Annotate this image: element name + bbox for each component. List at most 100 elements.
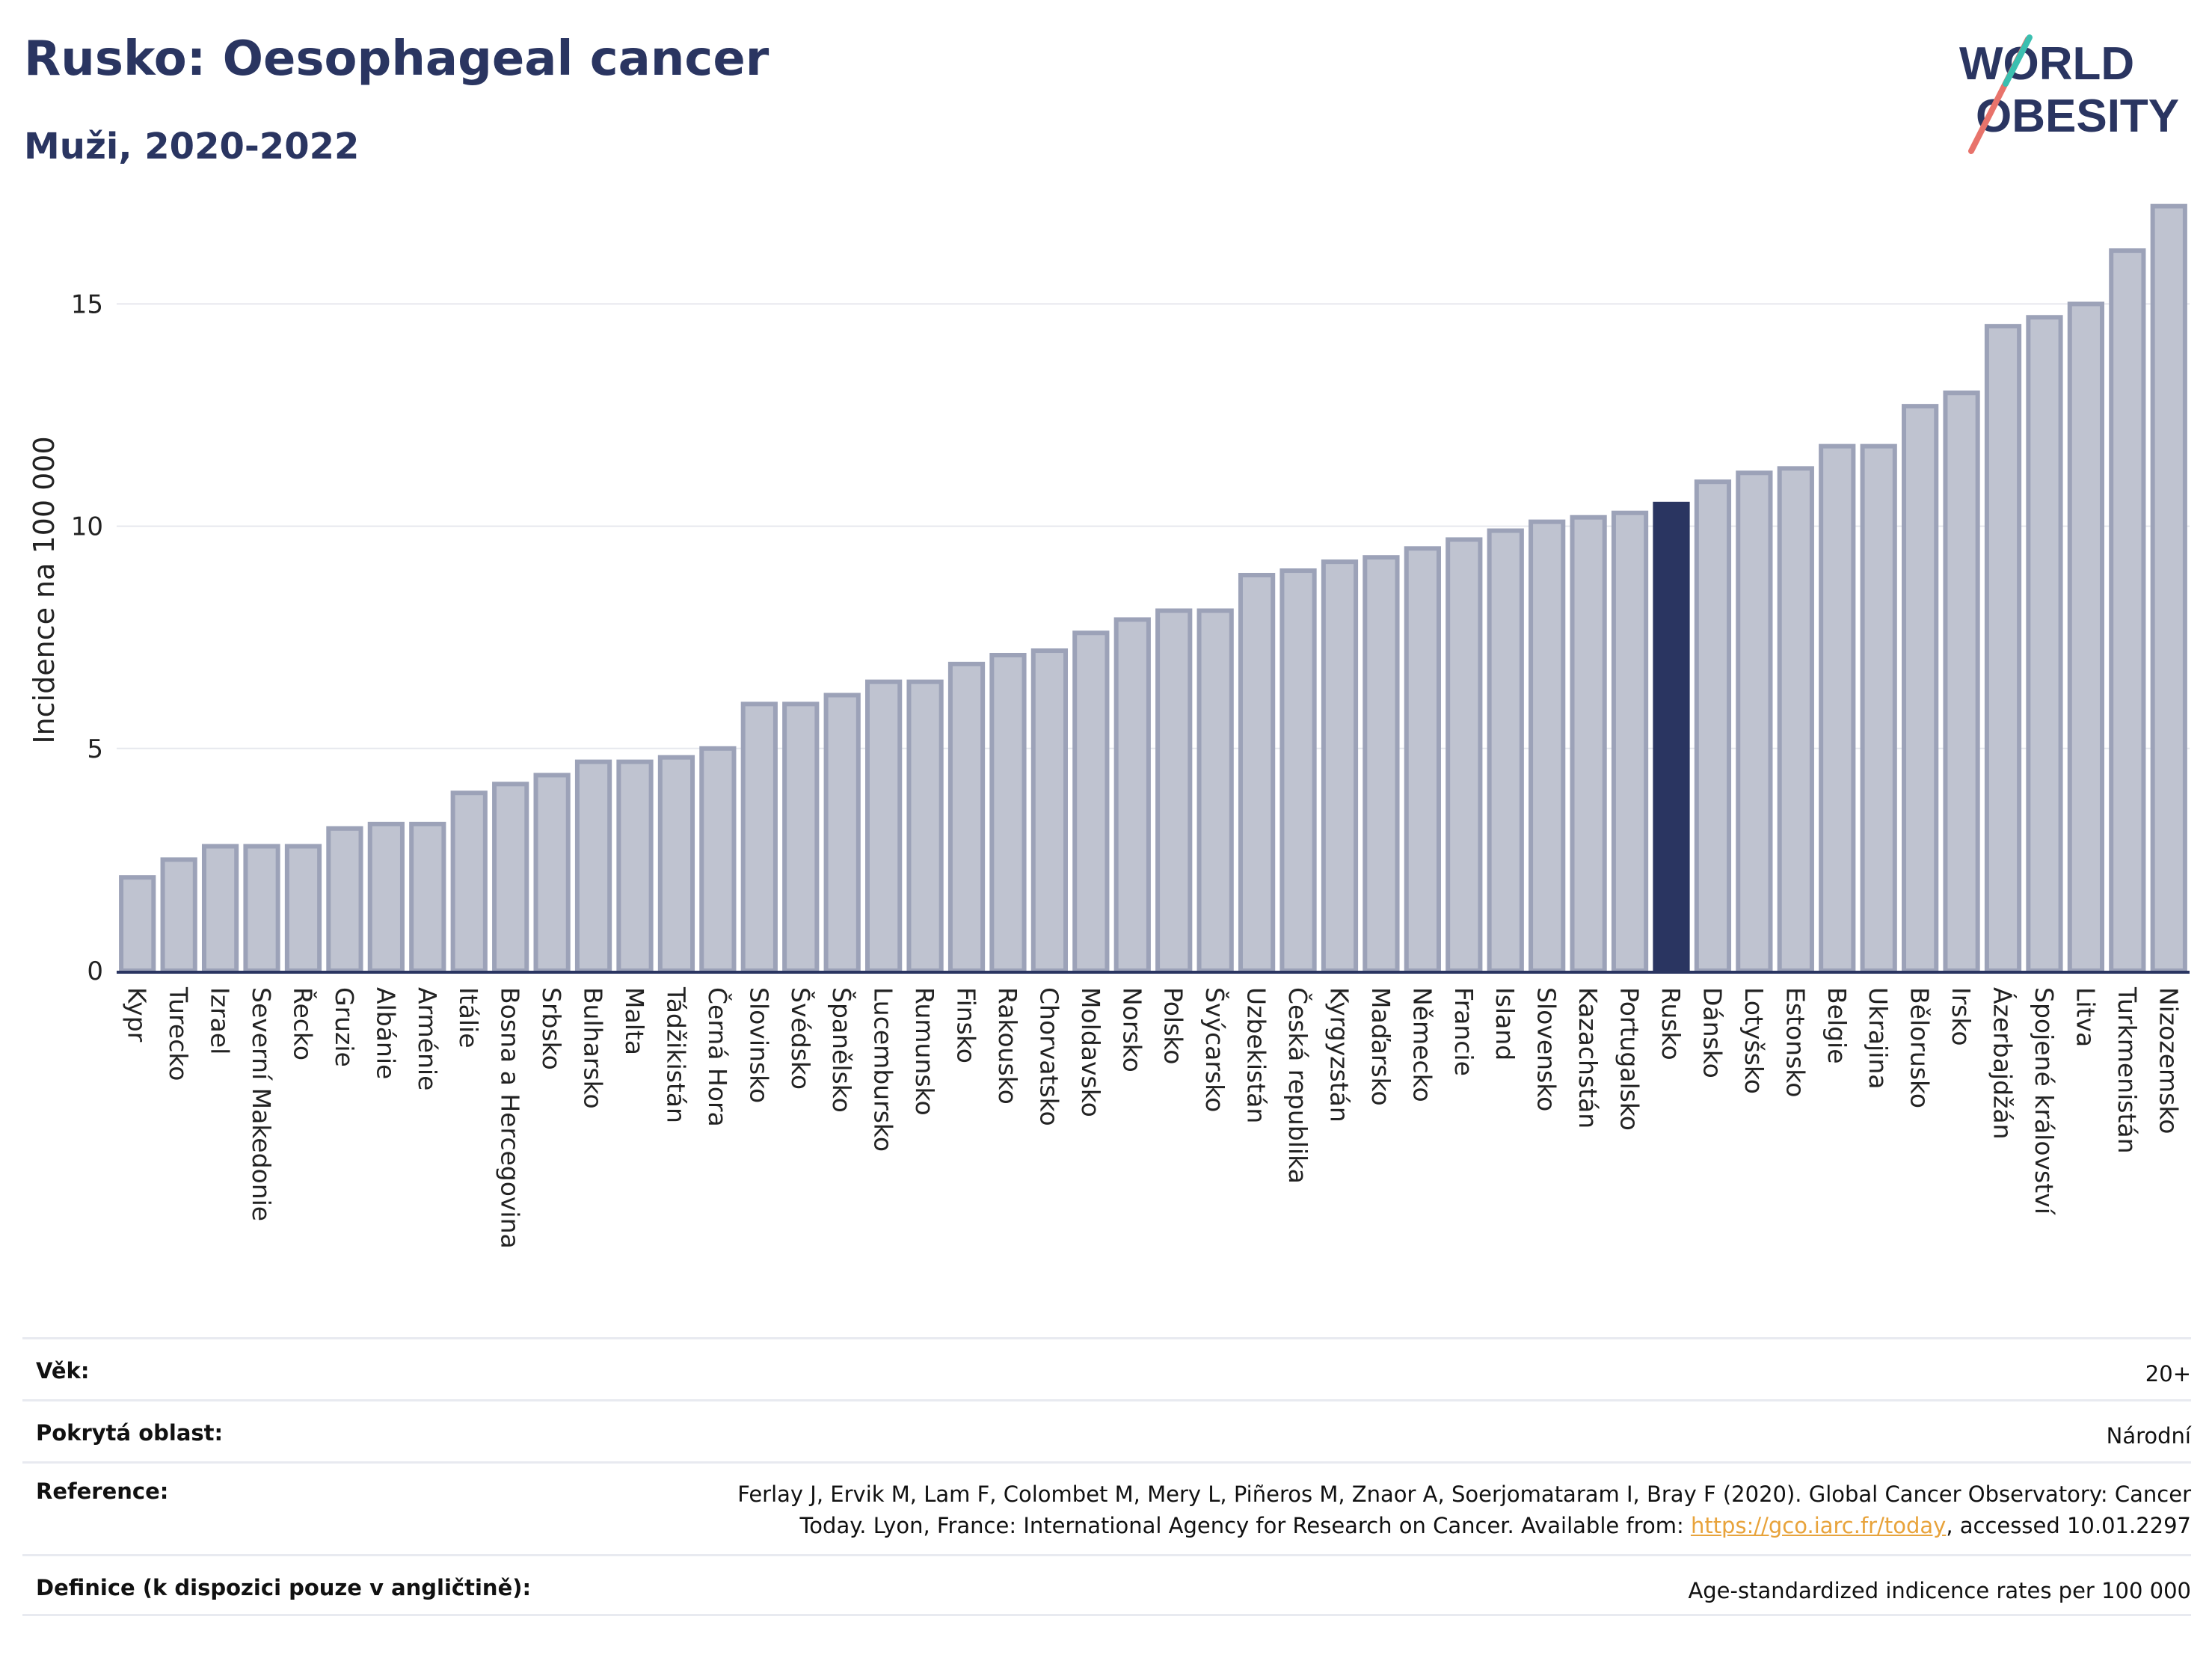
x-tick-label: Bosna a Hercegovina <box>496 987 525 1249</box>
x-tick-label: Slovensko <box>1532 987 1561 1111</box>
meta-row-area: Pokrytá oblast: Národní <box>22 1399 2191 1461</box>
bar <box>1072 630 1110 973</box>
bar <box>699 746 737 973</box>
bar <box>409 821 446 973</box>
x-tick-label: Chorvatsko <box>1034 987 1063 1126</box>
y-tick-label: 10 <box>71 512 103 542</box>
x-tick-label: Turkmenistán <box>2113 986 2142 1154</box>
bar <box>906 679 944 973</box>
x-tick-label: Tádžikistán <box>661 986 690 1123</box>
bar-chart: 0 5 10 15 Incidence na 100 000 Kypr Turecko Izr… <box>28 203 2190 1249</box>
bar <box>243 844 280 973</box>
x-tick-label: Finsko <box>952 987 981 1063</box>
x-tick-label: Bělorusko <box>1905 987 1935 1108</box>
x-tick-label: Malta <box>620 987 649 1055</box>
logo-line1: WORLD <box>1959 38 2134 90</box>
x-tick-label: Severní Makedonie <box>247 987 276 1221</box>
world-obesity-logo: WORLD OBESITY <box>1959 34 2179 154</box>
bar <box>450 790 488 973</box>
x-tick-label: Slovinsko <box>744 987 773 1103</box>
y-tick-label: 15 <box>71 289 103 319</box>
bar <box>1570 515 1607 973</box>
bar <box>1736 470 1773 973</box>
x-tick-label: Kyrgyzstán <box>1324 987 1354 1123</box>
meta-row-definition: Definice (k dispozici pouze v angličtině… <box>22 1554 2191 1616</box>
x-tick-label: Nizozemsko <box>2154 987 2183 1134</box>
x-tick-label: Řecko <box>288 987 318 1060</box>
bar <box>1984 324 2022 973</box>
x-tick-label: Německo <box>1407 987 1437 1102</box>
bar <box>1321 559 1359 973</box>
x-tick-label: Švýcarsko <box>1200 987 1230 1112</box>
bar <box>2109 248 2146 973</box>
bar <box>492 782 529 973</box>
x-tick-label: Izrael <box>206 987 235 1054</box>
bar <box>1694 479 1732 973</box>
bar <box>1487 528 1524 973</box>
bar <box>1860 443 1897 973</box>
meta-label-definition: Definice (k dispozici pouze v angličtině… <box>36 1575 532 1600</box>
y-axis-title: Incidence na 100 000 <box>28 436 61 743</box>
bar <box>1279 568 1317 973</box>
meta-row-age: Věk: 20+ <box>22 1337 2191 1399</box>
x-tick-label: Portugalsko <box>1615 987 1644 1131</box>
logo-line2: OBESITY <box>1976 90 2179 142</box>
meta-label-age: Věk: <box>36 1358 90 1384</box>
x-tick-label: Belgie <box>1822 987 1852 1064</box>
bar <box>782 701 820 973</box>
x-tick-label: Srbsko <box>537 987 566 1070</box>
x-tick-label: Česká republika <box>1283 987 1313 1184</box>
bar <box>989 652 1027 973</box>
page-title: Rusko: Oesophageal cancer <box>24 31 769 87</box>
x-tick-label: Spojené království <box>2030 987 2059 1216</box>
x-tick-label: Dánsko <box>1698 987 1727 1078</box>
x-tick-label: Norsko <box>1117 987 1146 1072</box>
reference-link[interactable]: https://gco.iarc.fr/today <box>1690 1513 1947 1538</box>
bar <box>865 679 903 973</box>
x-tick-label: Itálie <box>454 987 483 1048</box>
bar <box>1777 466 1814 973</box>
x-tick-label: Lotyšsko <box>1739 987 1769 1094</box>
bar <box>1446 537 1483 973</box>
x-tick-label: Moldavsko <box>1076 987 1105 1117</box>
bar <box>947 661 986 973</box>
y-tick-label: 5 <box>87 734 103 764</box>
x-tick-label: Španělsko <box>827 987 857 1113</box>
meta-label-area: Pokrytá oblast: <box>36 1420 224 1446</box>
bar <box>1155 608 1193 973</box>
bar <box>1902 404 1939 973</box>
bar <box>657 755 695 974</box>
meta-value-reference: Ferlay J, Ervik M, Lam F, Colombet M, Me… <box>695 1479 2191 1541</box>
bar <box>740 701 778 973</box>
x-tick-label: Rakousko <box>993 987 1022 1105</box>
bar <box>201 844 239 973</box>
bar <box>533 773 571 973</box>
bar <box>284 844 322 973</box>
y-tick-label: 0 <box>87 957 103 986</box>
bar <box>616 759 654 973</box>
x-tick-label: Černá Hora <box>703 987 733 1127</box>
bar <box>2026 315 2063 973</box>
reference-accessed: , accessed 10.01.2297 <box>1946 1513 2191 1538</box>
x-tick-label: Arménie <box>413 987 442 1090</box>
bar <box>367 821 405 973</box>
x-tick-label: Albánie <box>371 987 400 1079</box>
meta-value-area: Národní <box>2106 1423 2191 1449</box>
x-tick-label: Kypr <box>123 987 152 1043</box>
x-tick-label: Irsko <box>1947 987 1976 1046</box>
x-tick-label: Ázerbajdžán <box>1988 987 2018 1140</box>
bar <box>1529 519 1566 973</box>
x-tick-label: Švédsko <box>786 987 816 1090</box>
x-tick-label: Ukrajina <box>1864 987 1893 1090</box>
bar <box>1238 573 1276 973</box>
bar <box>1819 443 1856 973</box>
bar <box>119 875 156 974</box>
meta-label-reference: Reference: <box>36 1479 169 1504</box>
bar <box>1611 510 1649 973</box>
page-subtitle: Muži, 2020-2022 <box>24 126 360 168</box>
metadata-table: Věk: 20+ Pokrytá oblast: Národní Referen… <box>22 1337 2191 1616</box>
x-tick-label: Uzbekistán <box>1242 987 1271 1123</box>
logo-slash-teal <box>2003 34 2033 87</box>
bar <box>823 693 861 973</box>
bar <box>160 857 197 974</box>
